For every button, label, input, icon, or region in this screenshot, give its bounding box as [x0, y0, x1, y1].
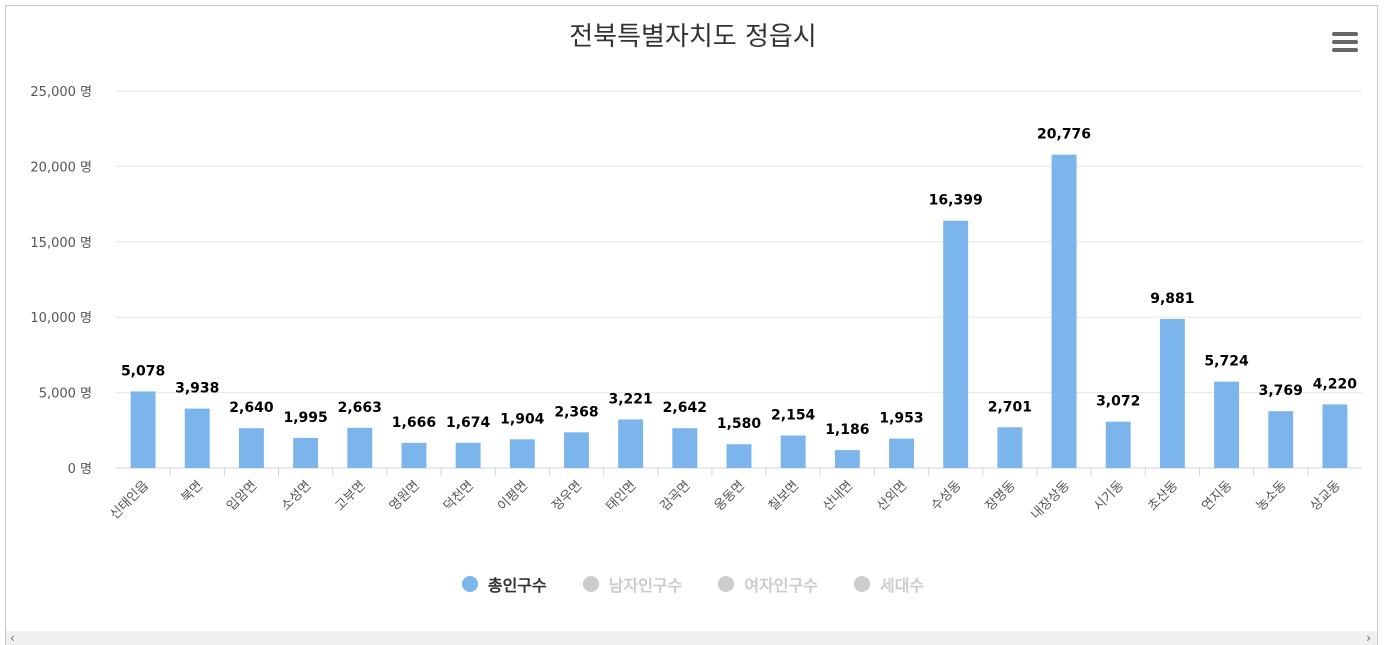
legend-dot	[461, 576, 478, 592]
x-tick-label: 칠보면	[766, 478, 802, 514]
bar	[726, 444, 752, 468]
legend-item-male[interactable]: 남자인구수	[582, 572, 683, 596]
bar	[834, 450, 860, 468]
bar	[1322, 404, 1348, 468]
data-label: 2,701	[988, 399, 1032, 415]
legend-dot	[853, 576, 870, 592]
y-tick-label: 0 명	[68, 462, 92, 477]
x-tick-label: 신태인읍	[107, 478, 151, 522]
data-label: 1,995	[283, 410, 327, 426]
y-tick-label: 20,000 명	[30, 160, 92, 175]
hamburger-menu-icon[interactable]	[1330, 30, 1360, 54]
legend-item-female[interactable]: 여자인구수	[718, 572, 818, 596]
bar	[780, 435, 806, 468]
data-label: 3,072	[1096, 394, 1140, 410]
data-label: 2,154	[771, 408, 816, 424]
data-label: 3,938	[175, 381, 219, 397]
legend: 총인구수 남자인구수 여자인구수 세대수	[0, 572, 1386, 596]
y-tick-label: 5,000 명	[39, 387, 92, 402]
bar	[889, 438, 914, 468]
horizontal-scrollbar[interactable]: ‹ ›	[6, 631, 1377, 645]
bar	[347, 427, 373, 468]
data-label: 1,674	[446, 415, 491, 431]
data-label: 16,399	[929, 193, 983, 209]
y-tick-label: 15,000 명	[30, 236, 92, 251]
data-label: 2,640	[229, 400, 274, 416]
data-label: 1,580	[717, 416, 762, 432]
data-label: 4,220	[1313, 376, 1358, 392]
legend-label: 남자인구수	[608, 576, 683, 595]
legend-label: 여자인구수	[744, 576, 818, 595]
legend-item-households[interactable]: 세대수	[853, 572, 925, 596]
x-tick-label: 장명동	[983, 478, 1019, 514]
data-label: 2,642	[663, 400, 707, 416]
data-label: 9,881	[1150, 291, 1194, 307]
x-tick-label: 정우면	[549, 478, 585, 514]
scroll-left-icon[interactable]: ‹	[10, 631, 15, 645]
x-tick-label: 소성면	[278, 478, 314, 514]
chart-container	[5, 5, 1378, 645]
bar	[997, 427, 1023, 468]
bar	[509, 439, 535, 468]
x-tick-label: 산내면	[820, 478, 856, 514]
x-tick-label: 내장상동	[1028, 478, 1072, 522]
bar-chart: 0 명 5,000 명 10,000 명 15,000 명 20,000 명 25,000…	[30, 85, 1362, 523]
x-tick-label: 초산동	[1145, 478, 1181, 514]
legend-label: 세대수	[879, 576, 925, 595]
x-tick-label: 수성동	[929, 478, 965, 514]
y-tick-label: 25,000 명	[30, 85, 92, 100]
legend-dot	[718, 576, 735, 592]
bar	[1051, 154, 1077, 468]
x-tick-label: 농소동	[1254, 478, 1290, 514]
data-label: 1,953	[879, 411, 923, 427]
menu-line	[1332, 32, 1358, 36]
data-label: 5,078	[121, 363, 165, 379]
bar	[564, 432, 589, 468]
data-label: 3,769	[1259, 383, 1303, 399]
data-label: 5,724	[1204, 354, 1249, 370]
bar	[1268, 411, 1294, 468]
legend-item-total[interactable]: 총인구수	[461, 572, 547, 596]
bar	[1214, 381, 1240, 468]
legend-label: 총인구수	[487, 576, 547, 595]
data-label: 2,663	[338, 400, 382, 416]
x-tick-label: 입암면	[224, 478, 260, 514]
x-tick-label: 감곡면	[658, 478, 694, 514]
x-tick-label: 산외면	[874, 478, 910, 514]
x-tick-label: 덕천면	[441, 478, 477, 514]
bar	[293, 437, 319, 468]
y-tick-label: 10,000 명	[30, 311, 92, 326]
x-tick-label: 북면	[179, 478, 207, 506]
menu-line	[1332, 48, 1358, 52]
data-label: 1,186	[825, 422, 869, 438]
bar	[618, 419, 644, 468]
bar	[130, 391, 156, 468]
bar	[238, 428, 264, 468]
x-tick-label: 영원면	[387, 478, 423, 514]
bar	[672, 428, 698, 468]
bar	[1159, 318, 1185, 468]
data-label: 2,368	[554, 404, 598, 420]
data-label: 1,904	[500, 411, 545, 427]
bar	[943, 220, 969, 468]
x-tick-label: 연지동	[1199, 478, 1235, 514]
x-tick-label: 시기동	[1091, 478, 1127, 514]
bar	[1105, 421, 1131, 468]
data-label: 3,221	[609, 391, 653, 407]
legend-dot	[582, 576, 599, 592]
bar	[455, 442, 481, 468]
scroll-right-icon[interactable]: ›	[1366, 631, 1371, 645]
x-tick-label: 고부면	[333, 478, 369, 514]
x-tick-label: 상교동	[1308, 478, 1344, 514]
menu-line	[1332, 40, 1358, 44]
x-tick-label: 태인면	[603, 478, 639, 514]
chart-title: 전북특별자치도 정읍시	[569, 22, 817, 52]
bar	[184, 408, 210, 468]
bar	[401, 442, 427, 468]
data-label: 20,776	[1037, 127, 1091, 143]
data-label: 1,666	[392, 415, 436, 431]
x-tick-label: 이평면	[495, 478, 531, 514]
x-tick-label: 옹동면	[712, 478, 748, 514]
